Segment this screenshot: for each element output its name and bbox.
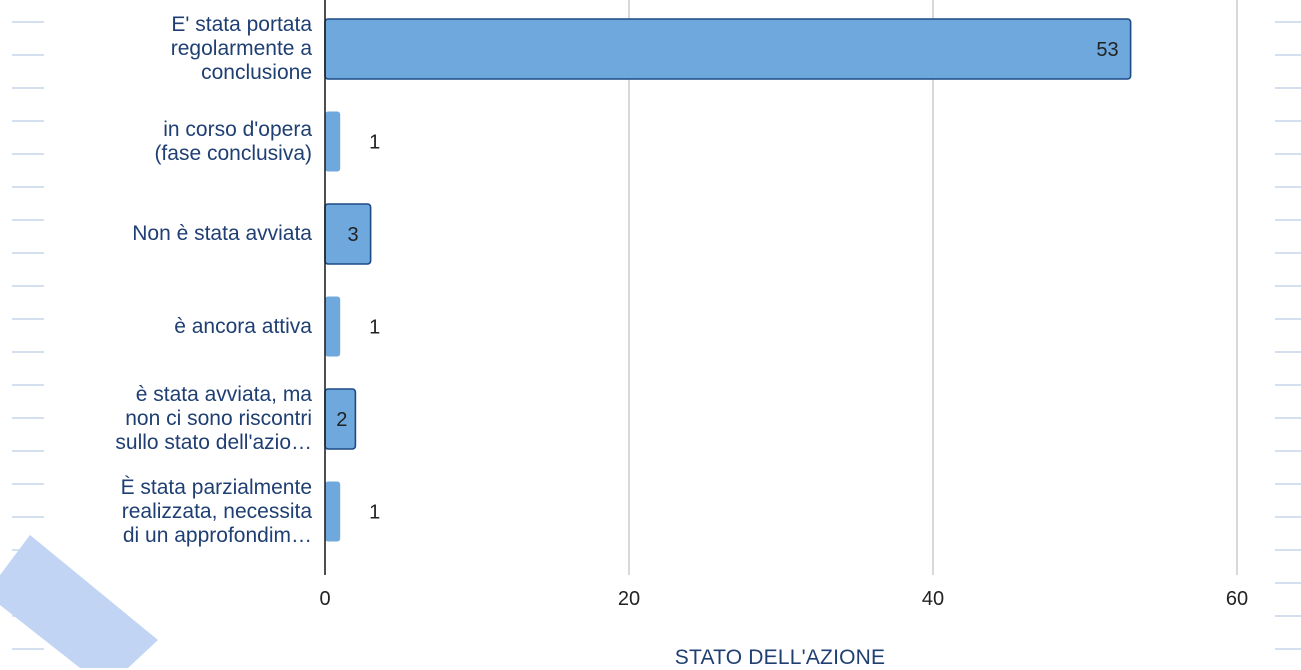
category-label-line: è stata avviata, ma (135, 383, 312, 406)
category-label-line: Non è stata avviata (132, 222, 312, 245)
x-tick-label: 60 (1226, 588, 1248, 610)
bar-value-label: 1 (369, 502, 380, 524)
category-label-line: di un approfondim… (122, 523, 312, 547)
category-label-line: non ci sono riscontri (125, 407, 312, 430)
category-label: È stata parzialmente realizzata, necessit… (52, 476, 312, 548)
bar-value-label: 1 (369, 317, 380, 339)
x-tick-label: 0 (319, 588, 330, 610)
bar-value-label: 1 (369, 132, 380, 154)
category-label-line: realizzata, necessita (121, 499, 312, 523)
category-label-line: E' stata portata (171, 13, 312, 36)
bar-value-label: 53 (1096, 39, 1118, 61)
category-label: Non è stata avviata (52, 222, 312, 246)
category-label: è ancora attiva (52, 315, 312, 339)
category-label: è stata avviata, ma non ci sono riscontri… (52, 383, 312, 455)
bar (324, 18, 1132, 80)
bar (325, 296, 341, 357)
bar (325, 481, 341, 542)
category-label-line: È stata parzialmente (120, 475, 312, 499)
bar (325, 111, 341, 172)
category-label-line: (fase conclusiva) (154, 141, 312, 165)
bar-value-label: 3 (347, 224, 358, 246)
category-label-line: è ancora attiva (174, 314, 312, 338)
highlighter-stroke (0, 535, 158, 668)
category-label-line: in corso d'opera (163, 117, 312, 141)
x-tick-label: 40 (922, 588, 944, 610)
category-label-line: regolarmente a (170, 37, 312, 60)
category-label-line: conclusione (201, 61, 312, 84)
category-label: E' stata portata regolarmente a conclusion… (52, 13, 312, 85)
x-axis-title: STATO DELL'AZIONE (674, 646, 886, 669)
bar-value-label: 2 (336, 409, 347, 431)
x-tick-label: 20 (618, 588, 640, 610)
category-label-line: sullo stato dell'azio… (115, 431, 312, 454)
category-label: in corso d'opera (fase conclusiva) (52, 118, 312, 166)
